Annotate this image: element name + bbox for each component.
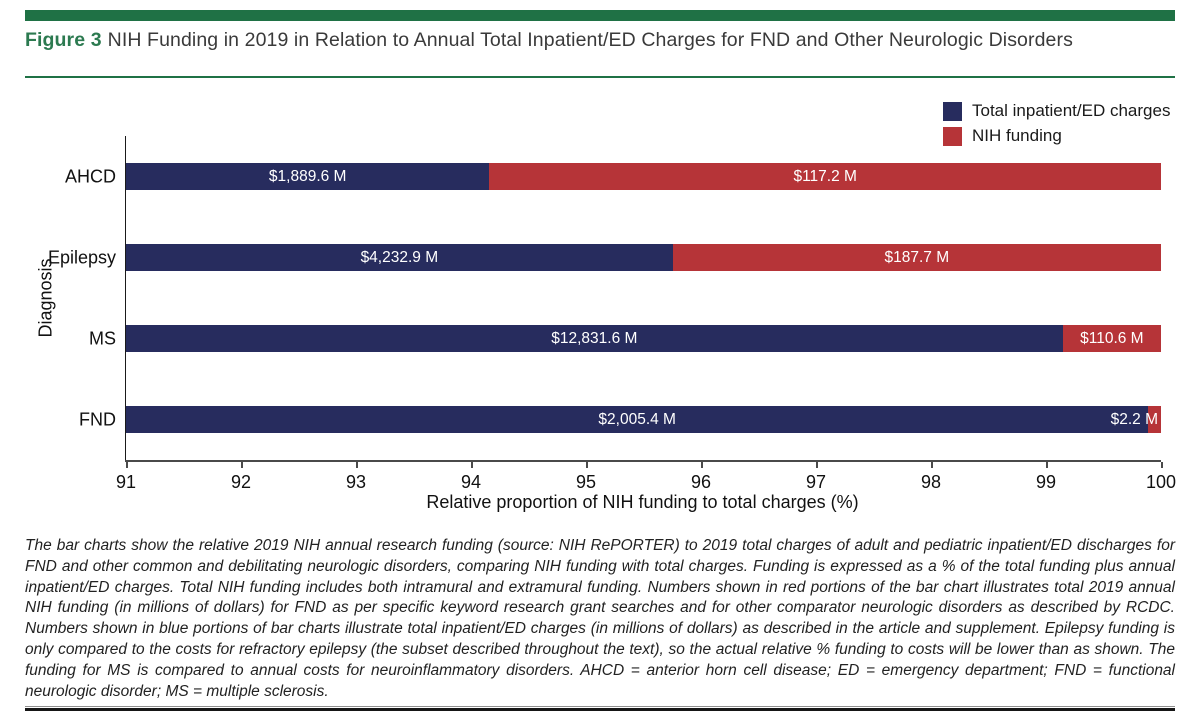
bar-funding-ms	[1062, 325, 1161, 352]
plot-area: AHCD $1,889.6 M $117.2 M Epilepsy $4,232.9 M…	[48, 136, 1176, 492]
bar-funding-ahcd	[489, 163, 1161, 190]
legend-label-funding: NIH funding	[972, 126, 1062, 145]
legend-item-funding: NIH funding	[943, 126, 1170, 146]
x-tick-label-91: 91	[115, 472, 137, 492]
bar-charges-ms	[126, 325, 1063, 352]
x-tick-label-98: 98	[920, 472, 942, 492]
figure-number-label: Figure 3	[25, 29, 102, 51]
x-tick-91	[126, 462, 128, 468]
bar-value-funding-epilepsy: $187.7 M	[884, 248, 950, 266]
category-label-fnd: FND	[79, 409, 116, 429]
x-tick-95	[586, 462, 588, 468]
figure-title: Figure 3 NIH Funding in 2019 in Relation …	[25, 29, 1175, 52]
top-green-rule	[25, 10, 1175, 21]
bar-charges-fnd	[126, 406, 1149, 433]
bar-funding-fnd	[1148, 406, 1161, 433]
x-tick-label-96: 96	[690, 472, 712, 492]
bar-funding-epilepsy	[672, 244, 1161, 271]
bar-value-charges-ms: $12,831.6 M	[551, 329, 638, 347]
category-label-ms: MS	[89, 328, 116, 348]
bar-value-charges-epilepsy: $4,232.9 M	[360, 248, 439, 266]
legend-item-charges: Total inpatient/ED charges	[943, 101, 1170, 121]
bar-value-funding-ms: $110.6 M	[1080, 329, 1144, 347]
x-tick-94	[471, 462, 473, 468]
bar-charges-ahcd	[126, 163, 490, 190]
figure-title-text: NIH Funding in 2019 in Relation to Annua…	[107, 29, 1073, 51]
bar-value-charges-fnd: $2,005.4 M	[598, 410, 676, 428]
category-label-ahcd: AHCD	[64, 166, 116, 186]
x-tick-93	[356, 462, 358, 468]
bottom-rule-thin-line	[25, 706, 1175, 707]
bar-value-charges-ahcd: $1,889.6 M	[268, 167, 347, 185]
x-axis-spine	[124, 460, 1161, 462]
bottom-rule-thick-line	[25, 708, 1175, 711]
chart-legend: Total inpatient/ED charges NIH funding	[943, 101, 1170, 151]
charges-color-swatch	[943, 101, 962, 121]
x-tick-96	[701, 462, 703, 468]
legend-label-charges: Total inpatient/ED charges	[972, 101, 1171, 120]
x-tick-label-95: 95	[575, 472, 597, 492]
x-tick-99	[1046, 462, 1048, 468]
y-axis-title: Diagnosis	[35, 258, 56, 338]
x-tick-label-99: 99	[1035, 472, 1057, 492]
category-label-epilepsy: Epilepsy	[47, 247, 116, 267]
x-axis-title: Relative proportion of NIH funding to to…	[426, 492, 859, 512]
figure-caption: The bar charts show the relative 2019 NI…	[25, 537, 1175, 700]
x-tick-label-93: 93	[345, 472, 367, 492]
title-underline-rule	[25, 76, 1175, 78]
x-tick-label-100: 100	[1145, 472, 1177, 492]
bottom-double-rule	[25, 706, 1175, 711]
bar-charges-epilepsy	[126, 244, 673, 271]
x-tick-98	[931, 462, 933, 468]
bar-value-funding-fnd: $2.2 M	[1110, 410, 1158, 428]
bar-value-funding-ahcd: $117.2 M	[793, 167, 857, 185]
funding-color-swatch	[943, 126, 962, 146]
x-tick-97	[816, 462, 818, 468]
x-tick-92	[241, 462, 243, 468]
x-tick-label-94: 94	[460, 472, 482, 492]
x-tick-100	[1161, 462, 1163, 468]
x-tick-label-92: 92	[230, 472, 252, 492]
x-tick-label-97: 97	[805, 472, 827, 492]
